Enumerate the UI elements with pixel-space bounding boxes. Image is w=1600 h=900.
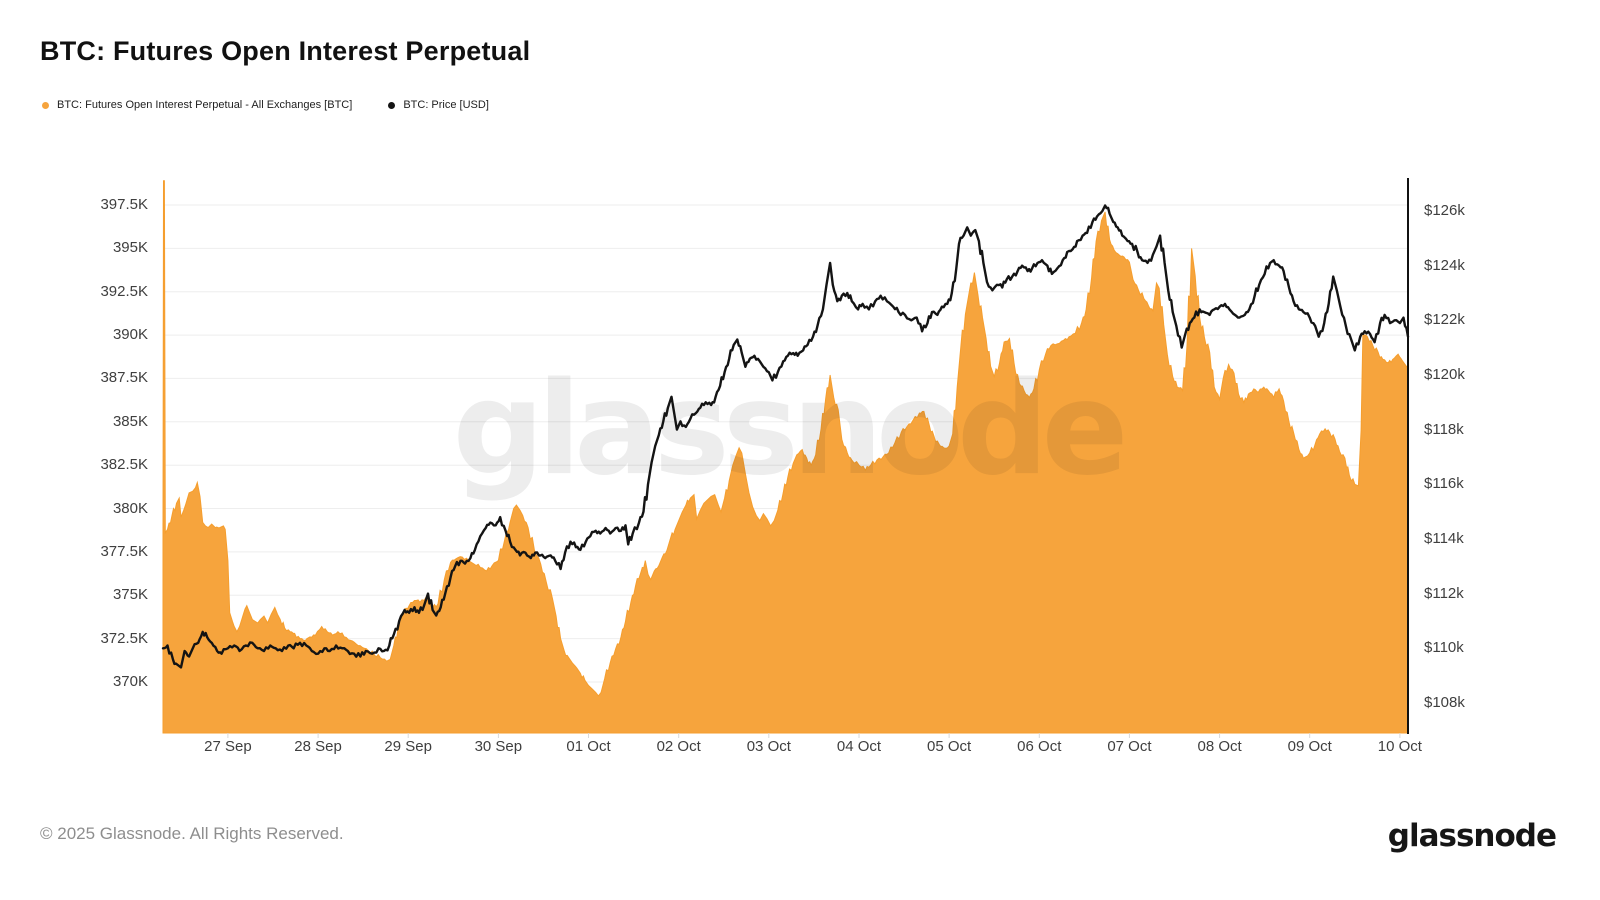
glassnode-logo: glassnode — [1387, 818, 1557, 854]
glassnode-watermark: glassnode — [453, 355, 1123, 504]
y-axis-right-label: $118k — [1424, 420, 1464, 438]
x-axis-label: 06 Oct — [1017, 738, 1062, 755]
chart-legend: BTC: Futures Open Interest Perpetual - A… — [42, 99, 489, 111]
page-title: BTC: Futures Open Interest Perpetual — [40, 36, 531, 66]
legend-swatch-price-icon — [388, 101, 396, 109]
y-axis-left-label: 392.5K — [100, 282, 148, 300]
y-axis-right-label: $126k — [1424, 202, 1465, 219]
y-axis-left-label: 387.5K — [100, 369, 148, 387]
x-axis-label: 27 Sep — [204, 738, 252, 755]
y-axis-left-label: 395K — [112, 239, 148, 257]
copyright-text: © 2025 Glassnode. All Rights Reserved. — [40, 824, 344, 843]
open-interest-area-series — [162, 180, 1409, 734]
y-axis-left-label: 380K — [112, 499, 148, 517]
legend-item-open-interest[interactable]: BTC: Futures Open Interest Perpetual - A… — [42, 99, 352, 111]
legend-label-open-interest: BTC: Futures Open Interest Perpetual - A… — [57, 99, 353, 111]
y-axis-right-label: $116k — [1424, 475, 1464, 493]
y-axis-left-label: 375K — [112, 586, 148, 604]
x-axis-label: 04 Oct — [836, 738, 882, 755]
y-axis-left-label: 370K — [112, 672, 148, 690]
x-axis-label: 29 Sep — [384, 738, 432, 755]
y-axis-left-label: 377.5K — [100, 542, 148, 560]
x-axis-label: 03 Oct — [746, 738, 791, 755]
x-axis-label: 07 Oct — [1107, 738, 1152, 755]
x-axis-label: 30 Sep — [474, 738, 523, 755]
y-axis-left-label: 382.5K — [100, 456, 148, 474]
y-axis-right-label: $112k — [1424, 584, 1464, 602]
price-line-series — [161, 204, 1410, 669]
x-axis-label: 02 Oct — [656, 738, 701, 755]
y-axis-right-label: $108k — [1424, 693, 1465, 711]
y-axis-left-label: 372.5K — [100, 629, 148, 647]
y-axis-right-label: $124k — [1424, 256, 1465, 274]
x-axis-label: 08 Oct — [1197, 738, 1242, 755]
y-axis-right-label: $120k — [1424, 365, 1465, 383]
legend-label-price: BTC: Price [USD] — [403, 99, 489, 111]
x-axis-label: 09 Oct — [1287, 738, 1332, 755]
y-axis-left-label: 385K — [112, 412, 148, 430]
legend-item-price[interactable]: BTC: Price [USD] — [388, 99, 489, 111]
legend-swatch-open-interest-icon — [42, 101, 49, 109]
y-axis-right-label: $114k — [1424, 529, 1464, 547]
y-axis-right-label: $110k — [1424, 639, 1464, 657]
y-axis-right-label: $122k — [1424, 311, 1465, 329]
x-axis-label: 28 Sep — [294, 738, 342, 755]
y-axis-left-label: 390K — [112, 326, 148, 344]
y-axis-left-label: 397.5K — [100, 196, 148, 213]
x-axis-label: 10 Oct — [1377, 738, 1422, 755]
chart-plot-area[interactable]: glassnode — [0, 0, 1600, 800]
x-axis-label: 01 Oct — [566, 738, 611, 755]
x-axis-label: 05 Oct — [927, 738, 972, 755]
